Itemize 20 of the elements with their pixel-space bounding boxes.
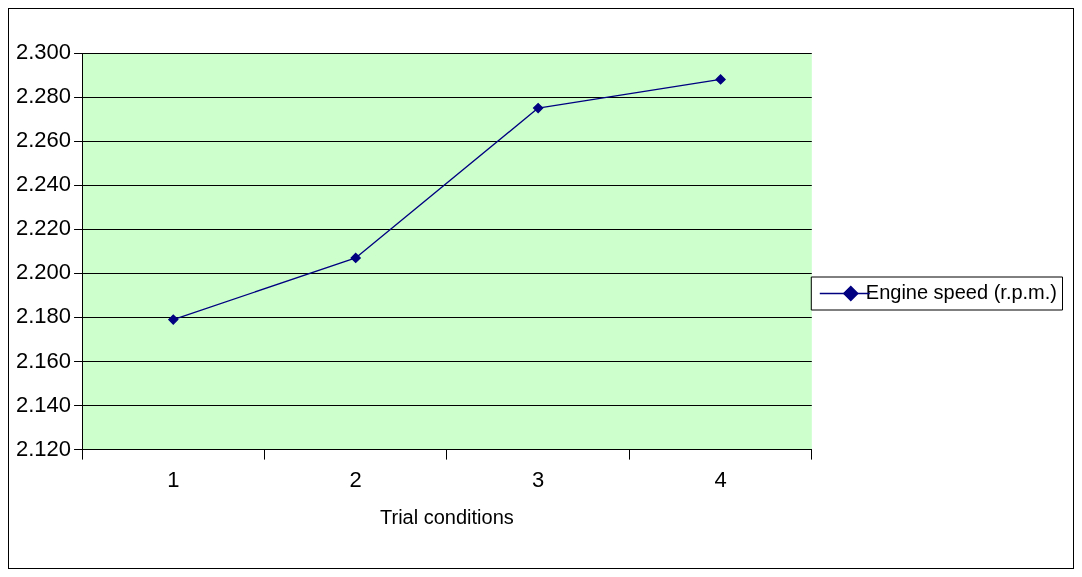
x-tick-label: 3 xyxy=(532,466,545,492)
y-tick-label: 2.220 xyxy=(15,215,72,241)
y-tick-label: 2.240 xyxy=(15,171,72,197)
point xyxy=(350,252,361,264)
y-tick-label: 2.160 xyxy=(15,347,72,373)
y-tick-label: 2.120 xyxy=(15,435,72,461)
legend-label: Engine speed (r.p.m.) xyxy=(865,281,1058,304)
y-tick-label: 2.280 xyxy=(15,83,72,109)
y-tick-label: 2.300 xyxy=(15,39,72,65)
y-tick-label: 2.260 xyxy=(15,127,72,153)
x-tick-label: 1 xyxy=(167,466,180,492)
y-tick-label: 2.140 xyxy=(15,391,72,417)
point xyxy=(715,74,726,85)
y-tick-label: 2.180 xyxy=(15,303,72,329)
x-tick-label: 2 xyxy=(349,466,362,492)
point xyxy=(532,102,544,114)
x-axis-title: Trial conditions xyxy=(380,505,514,528)
point xyxy=(168,314,179,325)
x-tick-label: 4 xyxy=(714,466,727,492)
y-tick-label: 2.200 xyxy=(15,259,72,285)
